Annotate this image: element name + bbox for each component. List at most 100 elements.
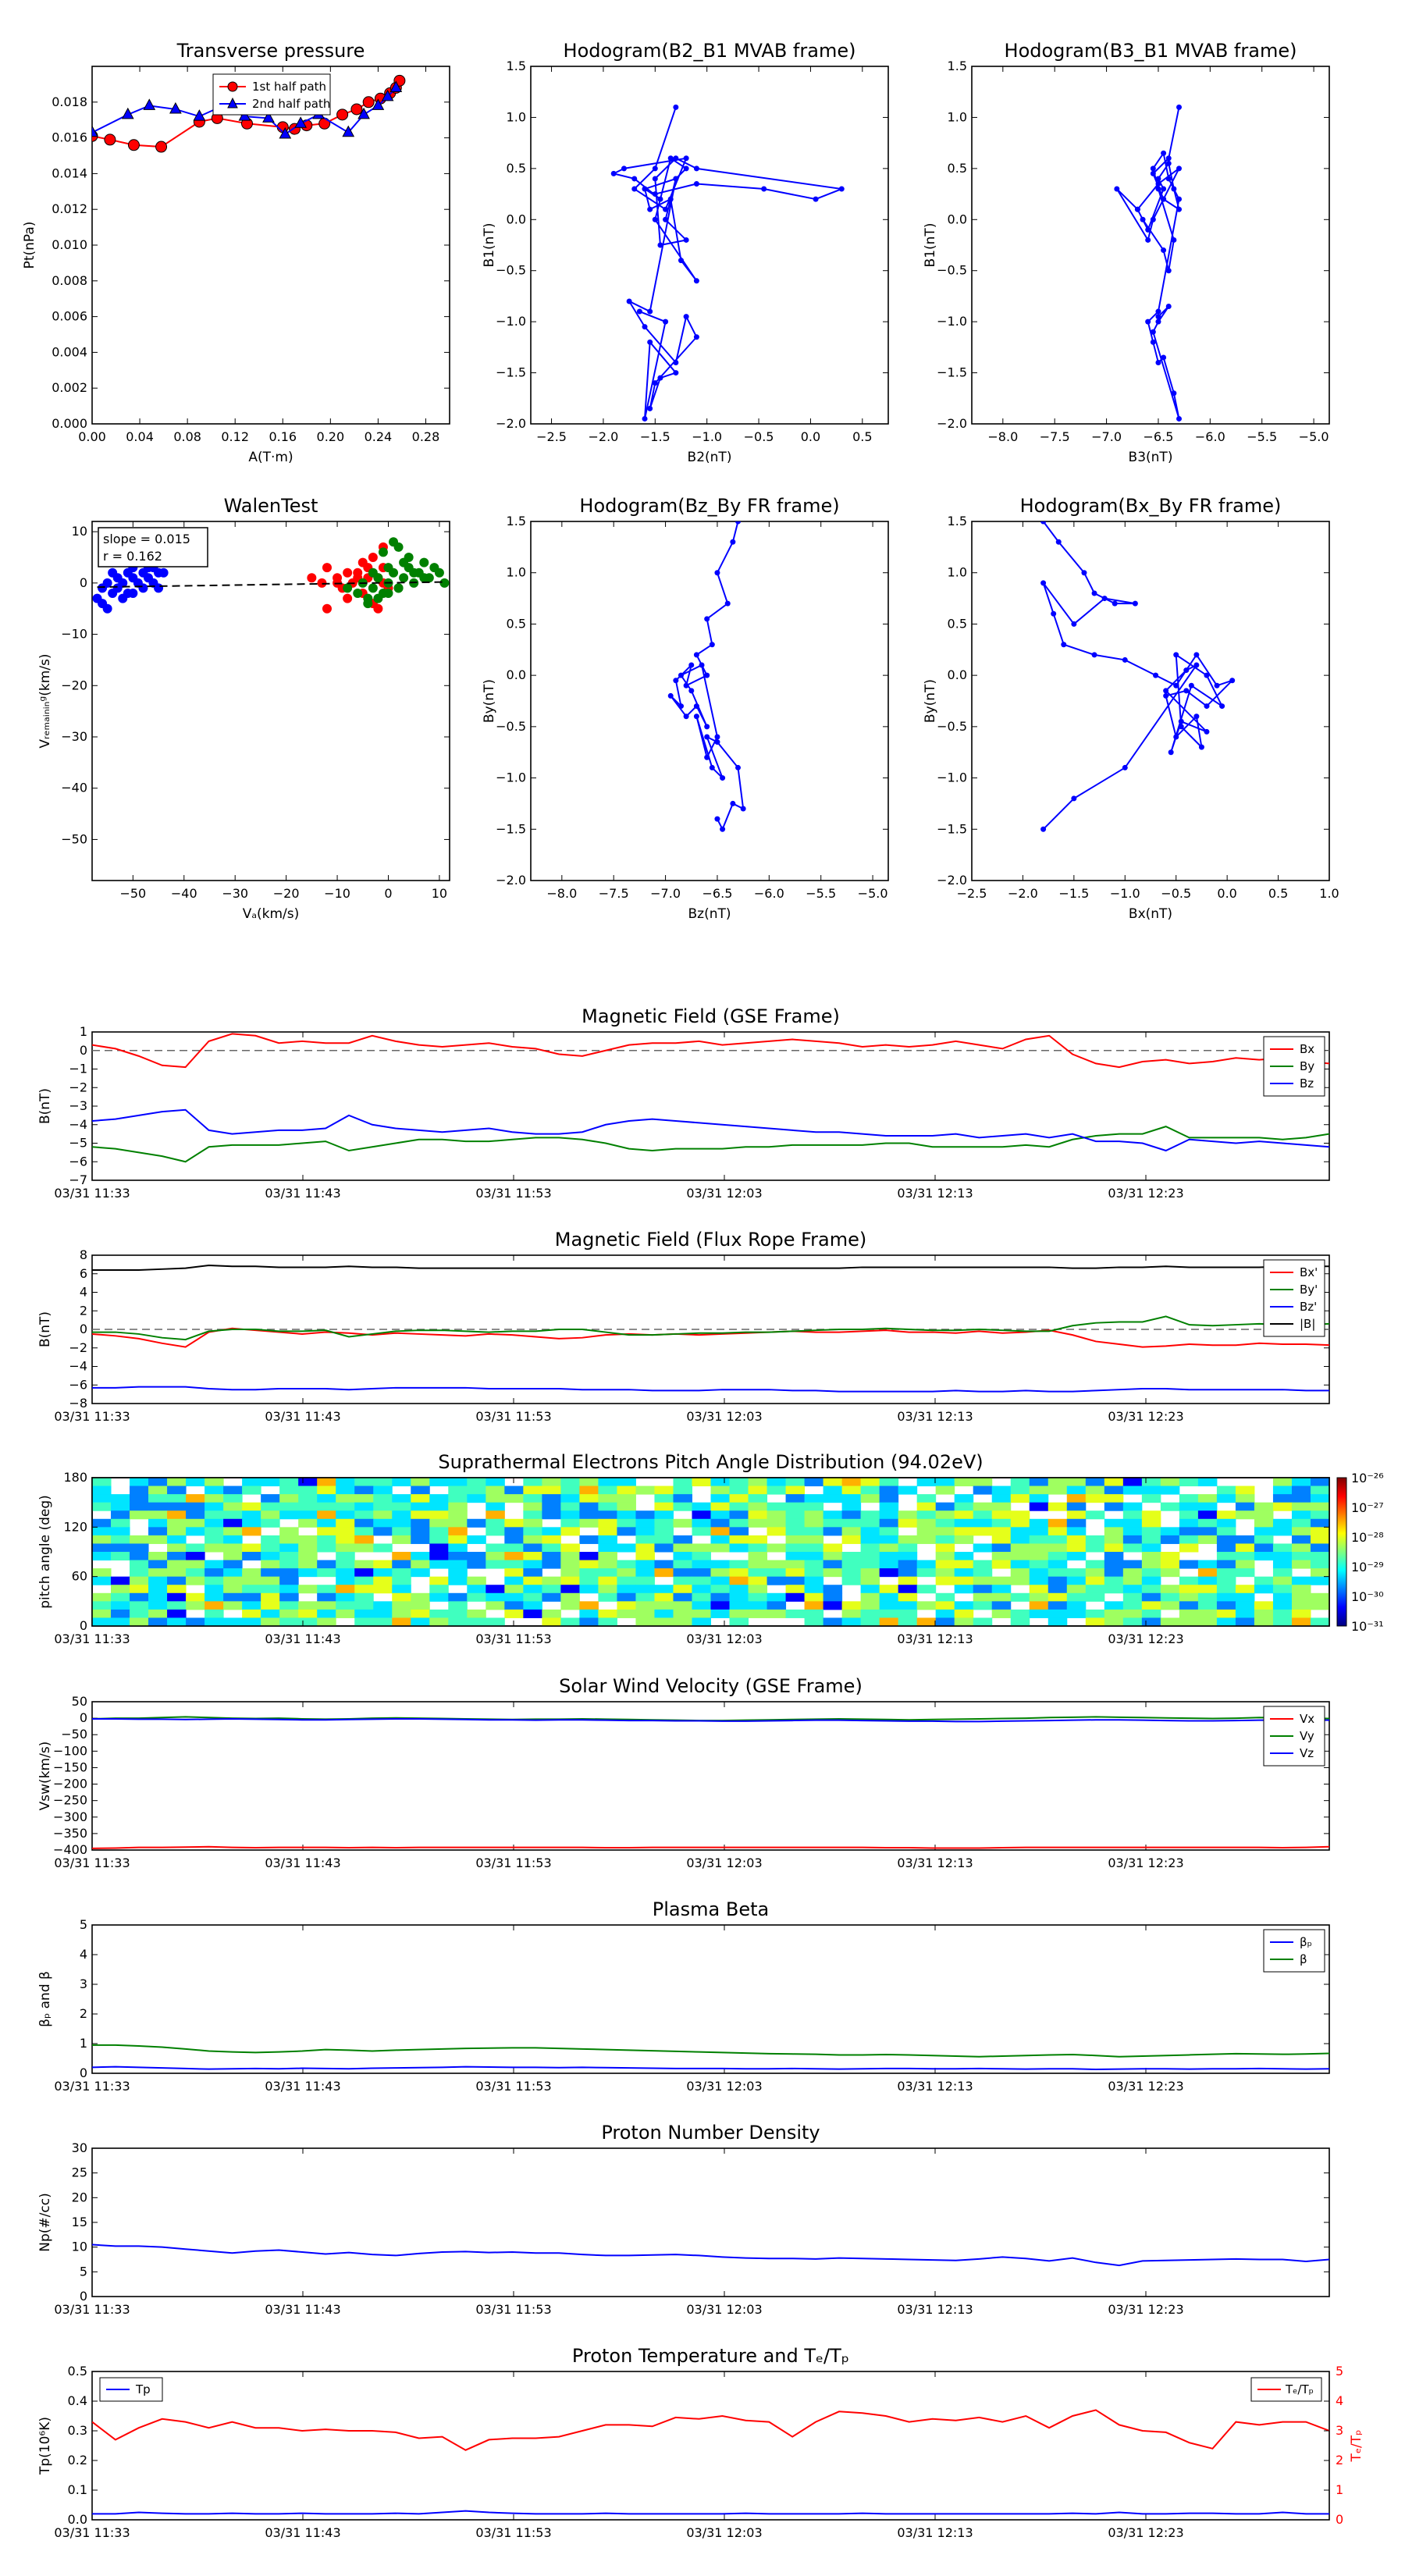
heatmap-cell — [1179, 1543, 1199, 1553]
data-point — [1150, 339, 1156, 345]
heatmap-cell — [148, 1568, 168, 1578]
heatmap-cell — [729, 1585, 749, 1594]
heatmap-cell — [354, 1543, 374, 1553]
heatmap-cell — [635, 1552, 655, 1561]
heatmap-cell — [860, 1560, 880, 1569]
data-point — [1171, 390, 1177, 397]
data-point — [1114, 186, 1120, 192]
heatmap-cell — [111, 1535, 130, 1544]
heatmap-cell — [1179, 1478, 1199, 1487]
heatmap-cell — [336, 1485, 355, 1495]
heatmap-cell — [523, 1527, 542, 1536]
heatmap-cell — [486, 1518, 505, 1528]
heatmap-cell — [92, 1576, 112, 1585]
heatmap-cell — [1291, 1617, 1311, 1627]
xtick-label: 0.16 — [269, 429, 297, 444]
heatmap-cell — [373, 1478, 393, 1487]
ytick-label: 0.5 — [507, 616, 526, 631]
heatmap-cell — [1010, 1535, 1030, 1544]
heatmap-cell — [804, 1518, 824, 1528]
heatmap-cell — [617, 1576, 636, 1585]
heatmap-cell — [336, 1609, 355, 1618]
heatmap-cell — [1254, 1510, 1274, 1520]
heatmap-cell — [729, 1568, 749, 1578]
heatmap-cell — [448, 1552, 468, 1561]
time-tick-label: 03/31 11:43 — [265, 1186, 340, 1201]
ytick-label-right: 1 — [1336, 2482, 1343, 2497]
data-point — [1153, 672, 1159, 678]
data-point — [621, 165, 627, 172]
heatmap-cell — [542, 1543, 561, 1553]
heatmap-cell — [991, 1592, 1012, 1602]
heatmap-cell — [1141, 1560, 1161, 1569]
ytick-label: 10 — [72, 524, 87, 539]
ytick-label-right: 4 — [1336, 2393, 1343, 2408]
heatmap-cell — [1254, 1585, 1274, 1594]
heatmap-cell — [729, 1543, 749, 1553]
heatmap-cell — [935, 1609, 955, 1618]
heatmap-cell — [298, 1485, 318, 1495]
heatmap-cell — [1122, 1485, 1143, 1495]
legend-label: Bx — [1300, 1042, 1314, 1056]
ytick-label: −250 — [53, 1793, 87, 1808]
plot-area — [92, 74, 406, 153]
plot-area — [92, 2044, 1329, 2071]
heatmap-cell — [1216, 1617, 1236, 1627]
xtick-label: −6.0 — [1195, 429, 1225, 444]
heatmap-cell — [748, 1601, 768, 1610]
heatmap-cell — [336, 1535, 355, 1544]
heatmap-cell — [673, 1478, 692, 1487]
heatmap-cell — [673, 1568, 692, 1578]
heatmap-cell — [373, 1485, 393, 1495]
time-tick-label: 03/31 12:03 — [686, 1856, 762, 1870]
scatter-point — [383, 589, 393, 598]
heatmap-cell — [654, 1568, 674, 1578]
data-point — [193, 109, 206, 121]
ytick-label: −3 — [69, 1098, 87, 1113]
scatter-point — [108, 568, 118, 578]
heatmap-cell — [167, 1494, 187, 1503]
heatmap-cell — [673, 1485, 692, 1495]
heatmap-cell — [748, 1478, 768, 1487]
data-point — [1155, 314, 1161, 320]
series-line — [92, 1845, 1329, 1849]
time-tick-label: 03/31 11:43 — [265, 2079, 340, 2094]
heatmap-cell — [1310, 1576, 1330, 1585]
heatmap-cell — [261, 1601, 280, 1610]
data-point — [155, 141, 168, 153]
heatmap-cell — [167, 1485, 187, 1495]
ytick-label: 60 — [72, 1569, 87, 1584]
heatmap-cell — [991, 1510, 1012, 1520]
heatmap-cell — [1122, 1510, 1143, 1520]
heatmap-cell — [298, 1535, 318, 1544]
heatmap-cell — [1048, 1535, 1068, 1544]
heatmap-cell — [205, 1502, 224, 1511]
time-tick-label: 03/31 12:23 — [1108, 2079, 1183, 2094]
heatmap-cell — [1310, 1535, 1330, 1544]
heatmap-cell — [1235, 1601, 1255, 1610]
ytick-label: 0.000 — [52, 416, 87, 431]
data-point — [673, 370, 679, 376]
heatmap-cell — [1291, 1576, 1311, 1585]
data-point — [642, 324, 648, 330]
heatmap-cell — [261, 1510, 280, 1520]
ytick-label: −2.0 — [937, 416, 967, 431]
ytick-label: −1.0 — [496, 770, 526, 785]
heatmap-cell — [1141, 1478, 1161, 1487]
ytick-label: −0.5 — [937, 719, 967, 734]
heatmap-cell — [1197, 1518, 1218, 1528]
data-point — [735, 764, 742, 770]
heatmap-cell — [186, 1527, 205, 1536]
heatmap-cell — [486, 1543, 505, 1553]
heatmap-cell — [785, 1609, 806, 1618]
data-point — [683, 713, 689, 720]
heatmap-cell — [354, 1494, 374, 1503]
heatmap-cell — [317, 1535, 336, 1544]
heatmap-cell — [167, 1535, 187, 1544]
data-point — [652, 216, 658, 222]
data-point — [1081, 570, 1087, 576]
heatmap-cell — [467, 1585, 486, 1594]
ytick-label: 0 — [80, 1322, 87, 1336]
heatmap-cell — [448, 1518, 468, 1528]
heatmap-cell — [748, 1502, 768, 1511]
